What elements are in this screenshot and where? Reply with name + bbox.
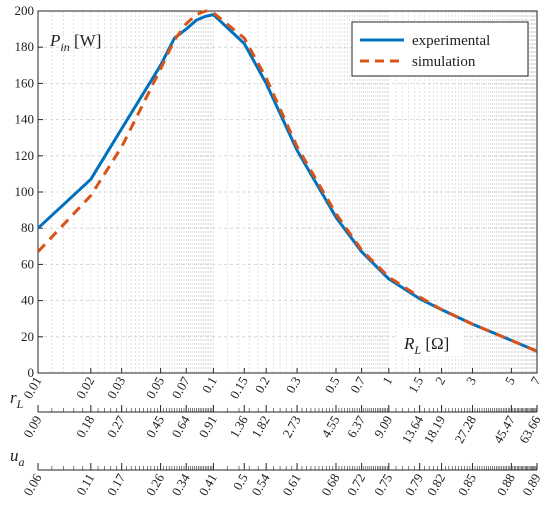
y-axis: 0 20 40 60 80 100 120 140 160 180 200 <box>15 3 43 380</box>
secondary-axis-tick-label: 0.89 <box>519 471 543 498</box>
x-axis-title: RL [Ω] <box>398 328 464 357</box>
secondary-axis-tick-label: 6.37 <box>344 413 369 441</box>
secondary-axis-rl-title-main: r <box>10 388 17 407</box>
secondary-axis-tick-label: 4.55 <box>318 413 342 440</box>
secondary-axis-tick-label: 0.34 <box>168 471 193 499</box>
y-tick-label: 120 <box>15 148 35 163</box>
y-tick-label: 40 <box>21 293 34 308</box>
secondary-axis-tick-label: 0.18 <box>73 413 97 440</box>
x-tick-label: 0.15 <box>227 374 251 401</box>
secondary-axis-tick-label: 9.09 <box>371 413 395 440</box>
secondary-axis-tick-label: 0.75 <box>371 471 395 498</box>
secondary-axis-tick-label: 0.26 <box>143 471 168 499</box>
y-tick-label: 160 <box>15 75 35 90</box>
secondary-axis-tick-label: 0.82 <box>424 471 448 498</box>
x-tick-label: 0.03 <box>104 374 128 401</box>
secondary-axis-tick-label: 0.09 <box>20 413 44 440</box>
secondary-axis-tick-label: 0.54 <box>248 471 273 499</box>
y-tick-label: 0 <box>28 365 35 380</box>
y-axis-title-sub: in <box>60 40 69 54</box>
y-tick-label: 80 <box>21 220 34 235</box>
x-axis-title-background <box>398 328 464 356</box>
x-tick-label: 0.07 <box>168 374 193 402</box>
secondary-axis-tick-label: 0.11 <box>73 471 97 498</box>
y-axis-title: Pin [W] <box>49 31 101 54</box>
y-tick-label: 140 <box>15 112 35 127</box>
secondary-axis-tick-label: 0.68 <box>318 471 342 498</box>
secondary-axis-tick-label: 0.79 <box>402 471 426 498</box>
secondary-axis-tick-label: 1.36 <box>227 413 252 441</box>
secondary-axis-tick-label: 0.61 <box>279 471 303 498</box>
x-tick-label: 0.05 <box>143 374 167 401</box>
secondary-axis-ua: 0.06 0.11 0.17 0.26 0.34 0.41 0.50.54 0.61 0.68 0… <box>20 463 544 499</box>
legend: experimental simulation <box>351 21 529 77</box>
secondary-axis-tick-label: 0.41 <box>196 471 220 498</box>
secondary-axis-tick-label: 45.47 <box>490 413 518 446</box>
secondary-axis-tick-label: 0.85 <box>455 471 479 498</box>
x-axis-title-sub: L <box>413 343 421 357</box>
secondary-axis-tick-label: 27.28 <box>451 413 479 446</box>
secondary-axis-rl: 0.09 0.18 0.27 0.45 0.64 0.91 1.361.82 2.73 4.55… <box>20 405 544 446</box>
x-tick-label: 0.5 <box>321 374 342 396</box>
secondary-axis-ua-title-main: u <box>10 446 19 465</box>
y-tick-label: 180 <box>15 39 35 54</box>
secondary-axis-tick-label: 0.88 <box>494 471 518 498</box>
secondary-axis-tick-label: 0.5 <box>230 471 251 493</box>
secondary-axis-tick-label: 63.66 <box>516 413 544 446</box>
series-layer <box>36 9 538 353</box>
y-axis-title-unit: [W] <box>70 31 102 50</box>
secondary-axis-tick-label: 0.91 <box>196 413 220 440</box>
x-tick-label: 0.7 <box>347 374 368 396</box>
y-tick-label: 200 <box>15 3 35 18</box>
secondary-axis-tick-label: 2.73 <box>279 413 303 440</box>
x-tick-label: 1 <box>379 374 395 387</box>
x-tick-label: 0.01 <box>20 374 44 401</box>
x-axis-title-text: RL [Ω] <box>403 334 449 357</box>
legend-label-experimental: experimental <box>412 33 490 49</box>
secondary-axis-tick-label: 1.82 <box>248 413 272 440</box>
x-axis-title-unit: [Ω] <box>421 334 449 353</box>
secondary-axis-rl-title: rL <box>10 388 24 411</box>
secondary-axis-rl-title-sub: L <box>16 397 24 411</box>
x-tick-label: 5 <box>502 374 518 387</box>
secondary-axis-tick-label: 0.64 <box>168 413 193 441</box>
x-tick-label: 7 <box>527 374 543 388</box>
secondary-axis-ua-title: ua <box>10 446 25 469</box>
secondary-axis-tick-label: 0.17 <box>104 471 129 499</box>
y-tick-label: 20 <box>21 329 34 344</box>
x-tick-label: 1.5 <box>405 374 426 396</box>
secondary-axis-tick-label: 0.27 <box>104 413 129 441</box>
secondary-axis-tick-label: 18.19 <box>421 413 449 446</box>
secondary-axis-tick-label: 13.64 <box>399 413 427 446</box>
y-tick-label: 60 <box>21 256 34 271</box>
series-line-simulation <box>36 9 538 353</box>
x-tick-label: 0.1 <box>199 374 220 396</box>
x-axis-title-main: R <box>403 334 415 353</box>
y-tick-label: 100 <box>15 184 35 199</box>
legend-label-simulation: simulation <box>412 54 476 70</box>
x-tick-label: 0.3 <box>283 374 304 396</box>
x-tick-label: 0.2 <box>252 374 273 396</box>
x-tick-label: 2 <box>432 374 448 387</box>
x-tick-label: 3 <box>463 374 479 387</box>
y-axis-title-main: P <box>49 31 60 50</box>
x-tick-label: 0.02 <box>73 374 97 401</box>
secondary-axis-tick-label: 0.72 <box>344 471 368 498</box>
secondary-axis-ua-title-sub: a <box>19 455 25 469</box>
legend-box <box>351 21 529 77</box>
secondary-axis-tick-label: 0.06 <box>20 471 45 499</box>
secondary-axis-tick-label: 0.45 <box>143 413 167 440</box>
